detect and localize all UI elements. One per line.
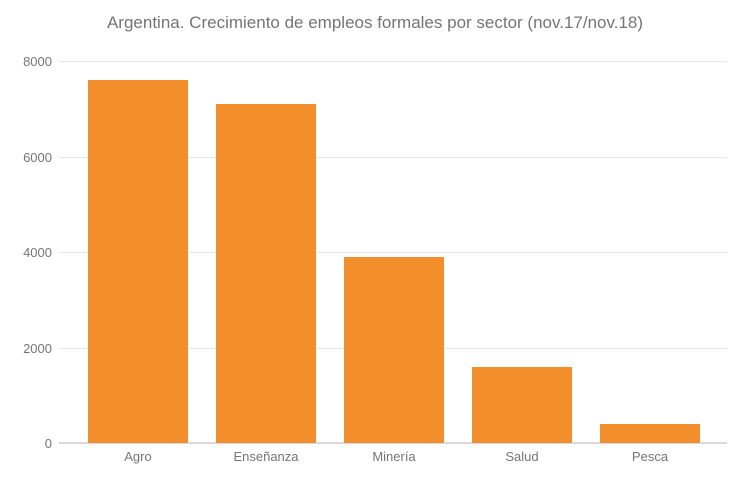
- bar-pesca[interactable]: [600, 423, 700, 443]
- gridline-4000: [59, 252, 727, 253]
- gridline-8000: [59, 61, 727, 62]
- gridline-6000: [59, 156, 727, 158]
- x-tick-label-ensenanza: Enseñanza: [233, 449, 299, 464]
- x-tick-label-agro: Agro: [124, 449, 152, 464]
- bar-salud[interactable]: [472, 366, 572, 443]
- y-tick-label-4000: 4000: [23, 245, 52, 260]
- bar-mineria[interactable]: [344, 256, 444, 443]
- bar-agro[interactable]: [88, 80, 188, 443]
- y-tick-label-0: 0: [44, 436, 52, 451]
- x-tick-label-pesca: Pesca: [631, 449, 669, 464]
- x-tick-label-salud: Salud: [505, 449, 539, 464]
- x-axis-baseline: [59, 442, 727, 444]
- y-tick-label-8000: 8000: [23, 54, 52, 69]
- y-tick-label-6000: 6000: [23, 149, 52, 165]
- x-tick-label-mineria: Minería: [372, 449, 416, 464]
- chart-title: Argentina. Crecimiento de empleos formal…: [106, 13, 644, 32]
- bar-ensenanza[interactable]: [216, 103, 316, 443]
- y-tick-label-2000: 2000: [23, 340, 52, 356]
